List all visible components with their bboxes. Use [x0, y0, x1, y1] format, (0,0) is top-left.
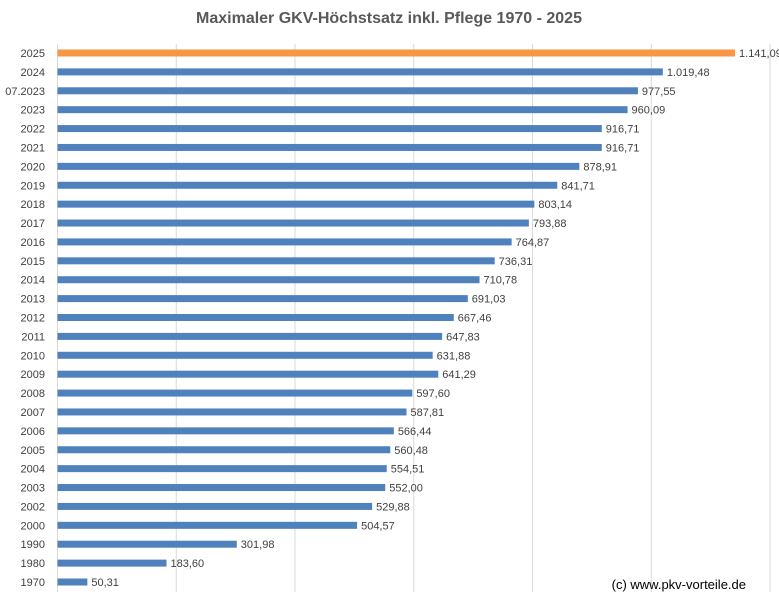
- data-label: 587,81: [411, 407, 445, 419]
- category-label: 2014: [21, 275, 45, 287]
- bar: [57, 370, 439, 378]
- data-label: 301,98: [241, 539, 275, 551]
- category-label: 2018: [21, 199, 45, 211]
- bar: [57, 49, 736, 57]
- bar: [57, 181, 558, 189]
- bar: [57, 540, 237, 548]
- bar: [57, 87, 638, 95]
- category-label: 2013: [21, 294, 45, 306]
- category-label: 2025: [21, 48, 45, 60]
- category-label: 2007: [21, 407, 45, 419]
- bar: [57, 238, 512, 246]
- bar: [57, 389, 413, 397]
- data-label: 183,60: [171, 558, 205, 570]
- data-label: 631,88: [437, 350, 471, 362]
- category-label: 2024: [21, 67, 45, 79]
- bar: [57, 465, 387, 473]
- category-label: 2021: [21, 142, 45, 154]
- data-label: 764,87: [516, 237, 550, 249]
- bar: [57, 408, 407, 416]
- bar: [57, 162, 580, 170]
- bar: [57, 125, 602, 133]
- data-label: 566,44: [398, 426, 432, 438]
- bar: [57, 502, 373, 510]
- data-label: 916,71: [606, 142, 640, 154]
- bar: [57, 219, 529, 227]
- category-label: 07.2023: [5, 86, 45, 98]
- data-label: 1.141,09: [739, 48, 779, 60]
- data-label: 667,46: [458, 313, 492, 325]
- data-label: 647,83: [446, 331, 480, 343]
- data-label: 960,09: [632, 105, 666, 117]
- category-label: 2010: [21, 350, 45, 362]
- bar: [57, 521, 358, 529]
- category-label: 1980: [21, 558, 45, 570]
- copyright-text: (c) www.pkv-vorteile.de: [612, 577, 746, 592]
- category-label: 2003: [21, 483, 45, 495]
- category-label: 1970: [21, 577, 45, 589]
- bar: [57, 332, 443, 340]
- bar: [57, 200, 535, 208]
- data-label: 50,31: [91, 577, 119, 589]
- data-label: 504,57: [361, 520, 395, 532]
- data-label: 560,48: [394, 445, 428, 457]
- data-label: 916,71: [606, 124, 640, 136]
- category-label: 2012: [21, 313, 45, 325]
- category-label: 2005: [21, 445, 45, 457]
- data-label: 841,71: [561, 180, 595, 192]
- data-label: 552,00: [389, 483, 423, 495]
- bar: [57, 351, 433, 359]
- category-label: 2011: [21, 331, 45, 343]
- category-label: 2019: [21, 180, 45, 192]
- bar: [57, 295, 468, 303]
- category-label: 2020: [21, 161, 45, 173]
- data-label: 793,88: [533, 218, 567, 230]
- data-label: 977,55: [642, 86, 676, 98]
- data-label: 597,60: [416, 388, 450, 400]
- category-label: 2008: [21, 388, 45, 400]
- data-label: 878,91: [583, 161, 617, 173]
- category-label: 1990: [21, 539, 45, 551]
- data-label: 736,31: [499, 256, 533, 268]
- data-label: 1.019,48: [667, 67, 710, 79]
- category-label: 2023: [21, 105, 45, 117]
- bar: [57, 446, 391, 454]
- category-label: 2006: [21, 426, 45, 438]
- data-label: 641,29: [442, 369, 476, 381]
- bar: [57, 257, 495, 265]
- bar: [57, 559, 167, 567]
- bar: [57, 68, 663, 76]
- category-label: 2009: [21, 369, 45, 381]
- category-label: 2015: [21, 256, 45, 268]
- category-label: 2000: [21, 520, 45, 532]
- bar: [57, 484, 386, 492]
- category-label: 2022: [21, 124, 45, 136]
- bar: [57, 427, 394, 435]
- bar: [57, 276, 480, 284]
- data-label: 554,51: [391, 464, 425, 476]
- category-label: 2004: [21, 464, 45, 476]
- data-label: 529,88: [376, 501, 410, 513]
- bar: [57, 106, 628, 114]
- category-label: 2016: [21, 237, 45, 249]
- category-label: 2017: [21, 218, 45, 230]
- category-label: 2002: [21, 501, 45, 513]
- bar: [57, 578, 88, 586]
- bar: [57, 314, 454, 321]
- data-label: 710,78: [484, 275, 518, 287]
- bar: [57, 143, 602, 151]
- data-label: 803,14: [538, 199, 572, 211]
- data-label: 691,03: [472, 294, 506, 306]
- chart-title: Maximaler GKV-Höchstsatz inkl. Pflege 19…: [196, 10, 582, 27]
